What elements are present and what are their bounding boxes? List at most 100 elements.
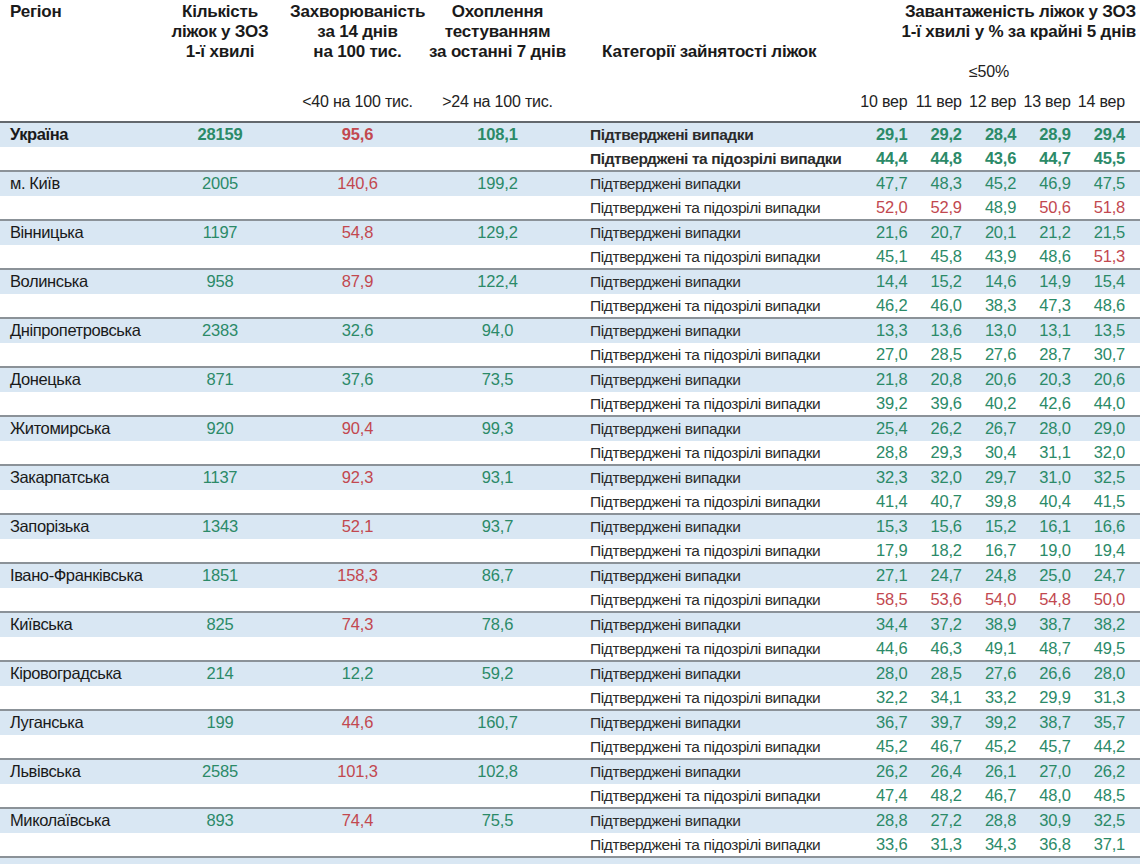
testing-value: 129,2 bbox=[425, 221, 570, 245]
load-value: 15,2 bbox=[907, 270, 961, 294]
table-row: Підтверджені та підозрілі випадки 44,4 4… bbox=[0, 147, 1140, 171]
spacer-cell bbox=[150, 784, 290, 808]
spacer-cell bbox=[290, 490, 425, 514]
load-value: 20,3 bbox=[1016, 368, 1070, 392]
load-value: 31,3 bbox=[907, 833, 961, 857]
load-values: 41,4 40,7 39,8 40,4 41,5 bbox=[853, 490, 1125, 514]
load-value: 28,8 bbox=[853, 809, 907, 833]
load-value: 20,8 bbox=[907, 368, 961, 392]
load-value: 26,2 bbox=[1071, 760, 1125, 784]
beds-value: 1137 bbox=[150, 466, 290, 490]
table-row: Підтверджені та підозрілі випадки 46,2 4… bbox=[0, 294, 1140, 318]
load-value: 33,6 bbox=[853, 833, 907, 857]
load-value: 37,1 bbox=[1071, 833, 1125, 857]
table-row: Підтверджені та підозрілі випадки 32,2 3… bbox=[0, 686, 1140, 710]
load-values: 44,6 46,3 49,1 48,7 49,5 bbox=[853, 637, 1125, 661]
load-values: 28,0 28,5 27,6 26,6 28,0 bbox=[853, 662, 1125, 686]
table-row: Закарпатська 1137 92,3 93,1 Підтверджені… bbox=[0, 466, 1140, 490]
testing-threshold: >24 на 100 тис. bbox=[425, 92, 570, 112]
region-group: Дніпропетровська 2383 32,6 94,0 Підтверд… bbox=[0, 317, 1140, 366]
category-label: Підтверджені випадки bbox=[570, 760, 853, 784]
load-value: 51,3 bbox=[1071, 245, 1125, 269]
load-value: 20,6 bbox=[962, 368, 1016, 392]
spacer-cell bbox=[0, 588, 150, 612]
spacer-cell bbox=[150, 637, 290, 661]
incidence-value: 44,6 bbox=[290, 711, 425, 735]
spacer-cell bbox=[150, 294, 290, 318]
load-value: 39,8 bbox=[962, 490, 1016, 514]
region-group: Запорізька 1343 52,1 93,7 Підтверджені в… bbox=[0, 513, 1140, 562]
spacer-cell bbox=[150, 833, 290, 857]
spacer-cell bbox=[425, 686, 570, 710]
region-name: Донецька bbox=[0, 368, 150, 392]
load-values: 45,2 46,7 45,2 45,7 44,2 bbox=[853, 735, 1125, 759]
beds-value: 199 bbox=[150, 711, 290, 735]
load-values: 44,4 44,8 43,6 44,7 45,5 bbox=[853, 147, 1125, 171]
spacer-cell bbox=[150, 196, 290, 220]
spacer-cell bbox=[0, 147, 150, 171]
incidence-value: 95,6 bbox=[290, 123, 425, 147]
load-value: 14,6 bbox=[962, 270, 1016, 294]
incidence-value: 12,2 bbox=[290, 662, 425, 686]
load-value: 28,5 bbox=[907, 343, 961, 367]
spacer-cell bbox=[150, 735, 290, 759]
category-label: Підтверджені та підозрілі випадки bbox=[570, 196, 853, 220]
load-value: 48,6 bbox=[1016, 245, 1070, 269]
spacer-cell bbox=[425, 784, 570, 808]
load-value: 45,2 bbox=[962, 172, 1016, 196]
category-label: Підтверджені та підозрілі випадки bbox=[570, 539, 853, 563]
spacer-cell bbox=[290, 343, 425, 367]
load-value: 32,2 bbox=[853, 686, 907, 710]
load-value: 21,8 bbox=[853, 368, 907, 392]
category-label: Підтверджені та підозрілі випадки bbox=[570, 441, 853, 465]
table-row: Дніпропетровська 2383 32,6 94,0 Підтверд… bbox=[0, 319, 1140, 343]
load-value: 38,7 bbox=[1016, 711, 1070, 735]
load-value: 18,2 bbox=[907, 539, 961, 563]
incidence-value: 87,9 bbox=[290, 270, 425, 294]
load-value: 43,6 bbox=[962, 147, 1016, 171]
testing-value: 59,2 bbox=[425, 662, 570, 686]
region-group: Україна 28159 95,6 108,1 Підтверджені ви… bbox=[0, 123, 1140, 170]
testing-value: 78,6 bbox=[425, 613, 570, 637]
spacer-cell bbox=[0, 343, 150, 367]
region-name: Запорізька bbox=[0, 515, 150, 539]
beds-value: 825 bbox=[150, 613, 290, 637]
load-value: 48,9 bbox=[962, 196, 1016, 220]
spacer-cell bbox=[0, 196, 150, 220]
testing-value: 93,7 bbox=[425, 515, 570, 539]
load-values: 32,2 34,1 33,2 29,9 31,3 bbox=[853, 686, 1125, 710]
date-column: 12 вер bbox=[962, 92, 1016, 112]
region-group: Волинська 958 87,9 122,4 Підтверджені ви… bbox=[0, 268, 1140, 317]
load-value: 21,6 bbox=[853, 221, 907, 245]
load-values: 58,5 53,6 54,0 54,8 50,0 bbox=[853, 588, 1125, 612]
date-columns: 10 вер 11 вер 12 вер 13 вер 14 вер bbox=[853, 92, 1125, 112]
load-values: 47,4 48,2 46,7 48,0 48,5 bbox=[853, 784, 1125, 808]
load-value: 50,6 bbox=[1016, 196, 1070, 220]
load-values: 21,6 20,7 20,1 21,2 21,5 bbox=[853, 221, 1125, 245]
incidence-value: 140,6 bbox=[290, 172, 425, 196]
load-value: 44,7 bbox=[1016, 147, 1070, 171]
incidence-value: 32,6 bbox=[290, 319, 425, 343]
category-label: Підтверджені випадки bbox=[570, 221, 853, 245]
load-value: 54,8 bbox=[1016, 588, 1070, 612]
load-values: 39,2 39,6 40,2 42,6 44,0 bbox=[853, 392, 1125, 416]
load-value: 50,0 bbox=[1071, 588, 1125, 612]
category-label: Підтверджені випадки bbox=[570, 613, 853, 637]
load-value: 40,2 bbox=[962, 392, 1016, 416]
load-value: 48,7 bbox=[1016, 637, 1070, 661]
load-value: 33,2 bbox=[962, 686, 1016, 710]
spacer-cell bbox=[150, 441, 290, 465]
load-value: 47,4 bbox=[853, 784, 907, 808]
load-value: 40,7 bbox=[907, 490, 961, 514]
load-value: 28,0 bbox=[1016, 417, 1070, 441]
date-column: 13 вер bbox=[1016, 92, 1070, 112]
spacer-cell bbox=[425, 294, 570, 318]
spacer-cell bbox=[0, 539, 150, 563]
region-group: Миколаївська 893 74,4 75,5 Підтверджені … bbox=[0, 807, 1140, 856]
beds-value: 871 bbox=[150, 368, 290, 392]
table-row: Миколаївська 893 74,4 75,5 Підтверджені … bbox=[0, 809, 1140, 833]
category-label: Підтверджені випадки bbox=[570, 711, 853, 735]
incidence-value: 92,3 bbox=[290, 466, 425, 490]
load-value: 36,8 bbox=[1016, 833, 1070, 857]
table-row: Кіровоградська 214 12,2 59,2 Підтверджен… bbox=[0, 662, 1140, 686]
